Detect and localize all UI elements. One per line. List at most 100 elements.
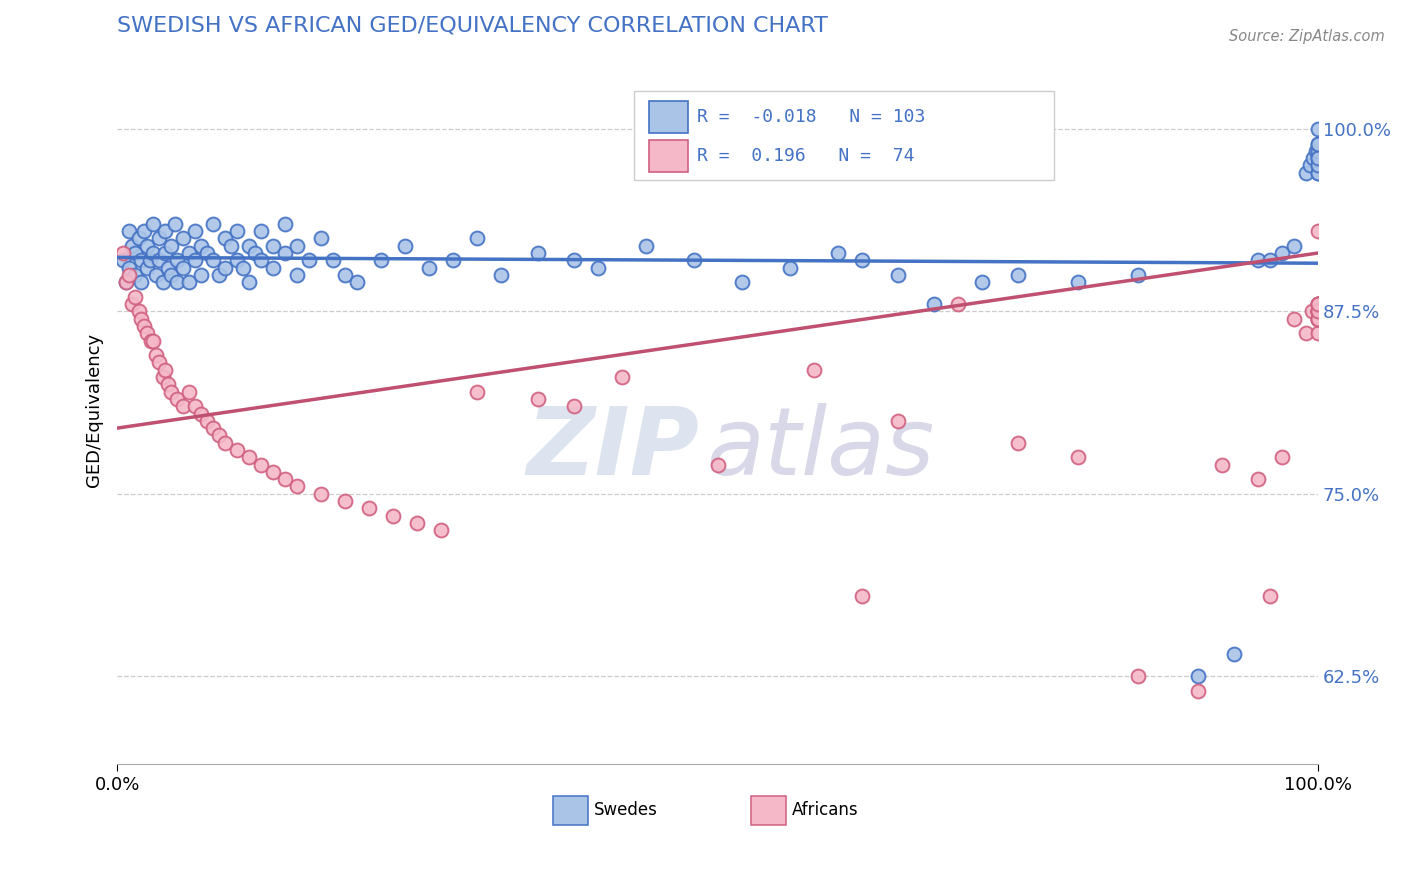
Point xyxy=(274,217,297,231)
Point xyxy=(1211,458,1233,472)
Point xyxy=(1258,589,1281,603)
Point xyxy=(118,260,141,275)
FancyBboxPatch shape xyxy=(553,796,588,825)
Point xyxy=(1308,151,1330,165)
Point xyxy=(1308,297,1330,311)
Point xyxy=(335,494,357,508)
Point xyxy=(731,275,754,289)
Point xyxy=(124,246,146,260)
Point xyxy=(166,275,188,289)
Point xyxy=(1247,472,1270,486)
Point xyxy=(335,268,357,282)
Point xyxy=(1007,268,1029,282)
Point xyxy=(1282,238,1305,252)
Point xyxy=(586,260,609,275)
Point xyxy=(208,268,231,282)
Point xyxy=(232,260,254,275)
Point xyxy=(262,465,284,479)
Point xyxy=(136,260,159,275)
Point xyxy=(1007,435,1029,450)
Point xyxy=(190,407,212,421)
Point xyxy=(1308,151,1330,165)
Point xyxy=(172,399,194,413)
Point xyxy=(179,275,201,289)
Text: atlas: atlas xyxy=(706,403,934,494)
Point xyxy=(430,523,453,537)
Point xyxy=(118,268,141,282)
Point xyxy=(118,224,141,238)
Point xyxy=(129,253,152,268)
Point xyxy=(155,246,177,260)
Text: SWEDISH VS AFRICAN GED/EQUIVALENCY CORRELATION CHART: SWEDISH VS AFRICAN GED/EQUIVALENCY CORRE… xyxy=(117,15,828,35)
Point xyxy=(132,318,155,333)
Point xyxy=(887,268,910,282)
Point xyxy=(827,246,849,260)
Point xyxy=(610,370,633,384)
Point xyxy=(526,392,548,406)
Point xyxy=(112,246,135,260)
Point xyxy=(274,246,297,260)
Point xyxy=(1308,297,1330,311)
Point xyxy=(250,458,273,472)
Point xyxy=(226,224,249,238)
Point xyxy=(1223,648,1246,662)
Point xyxy=(172,231,194,245)
Point xyxy=(145,268,167,282)
Point xyxy=(1295,326,1317,341)
Point xyxy=(1299,158,1322,172)
Point xyxy=(851,253,873,268)
Point xyxy=(634,238,657,252)
Point xyxy=(142,217,165,231)
Point xyxy=(851,589,873,603)
Y-axis label: GED/Equivalency: GED/Equivalency xyxy=(86,333,103,487)
Point xyxy=(491,268,513,282)
Point xyxy=(238,275,260,289)
Point xyxy=(214,260,236,275)
Point xyxy=(132,224,155,238)
Point xyxy=(1308,158,1330,172)
Point xyxy=(1067,450,1090,465)
Point xyxy=(359,501,381,516)
Point xyxy=(370,253,392,268)
Point xyxy=(1308,304,1330,318)
Point xyxy=(467,231,489,245)
Point xyxy=(1308,158,1330,172)
Point xyxy=(803,362,825,376)
Point xyxy=(238,238,260,252)
Point xyxy=(163,217,186,231)
Point xyxy=(214,435,236,450)
Point xyxy=(1247,253,1270,268)
Point xyxy=(285,238,308,252)
Point xyxy=(160,384,183,399)
Point xyxy=(202,253,225,268)
Point xyxy=(1308,326,1330,341)
Point xyxy=(112,253,135,268)
Text: ZIP: ZIP xyxy=(527,403,700,495)
Point xyxy=(1308,304,1330,318)
Point xyxy=(322,253,344,268)
Point xyxy=(779,260,801,275)
Text: R =  -0.018   N = 103: R = -0.018 N = 103 xyxy=(697,108,925,126)
Point xyxy=(285,479,308,493)
Point xyxy=(1301,304,1323,318)
Point xyxy=(262,260,284,275)
Point xyxy=(124,290,146,304)
Point xyxy=(1308,311,1330,326)
Point xyxy=(922,297,945,311)
Point xyxy=(1308,122,1330,136)
Point xyxy=(114,275,136,289)
Point xyxy=(346,275,368,289)
Point xyxy=(172,260,194,275)
Point xyxy=(156,260,179,275)
Point xyxy=(1308,304,1330,318)
Point xyxy=(179,384,201,399)
Point xyxy=(129,311,152,326)
Point xyxy=(1308,144,1330,158)
Point xyxy=(152,275,174,289)
Point xyxy=(136,326,159,341)
Point xyxy=(1308,311,1330,326)
Point xyxy=(1308,136,1330,151)
Point xyxy=(262,238,284,252)
Point xyxy=(190,268,212,282)
Point xyxy=(1187,669,1209,683)
